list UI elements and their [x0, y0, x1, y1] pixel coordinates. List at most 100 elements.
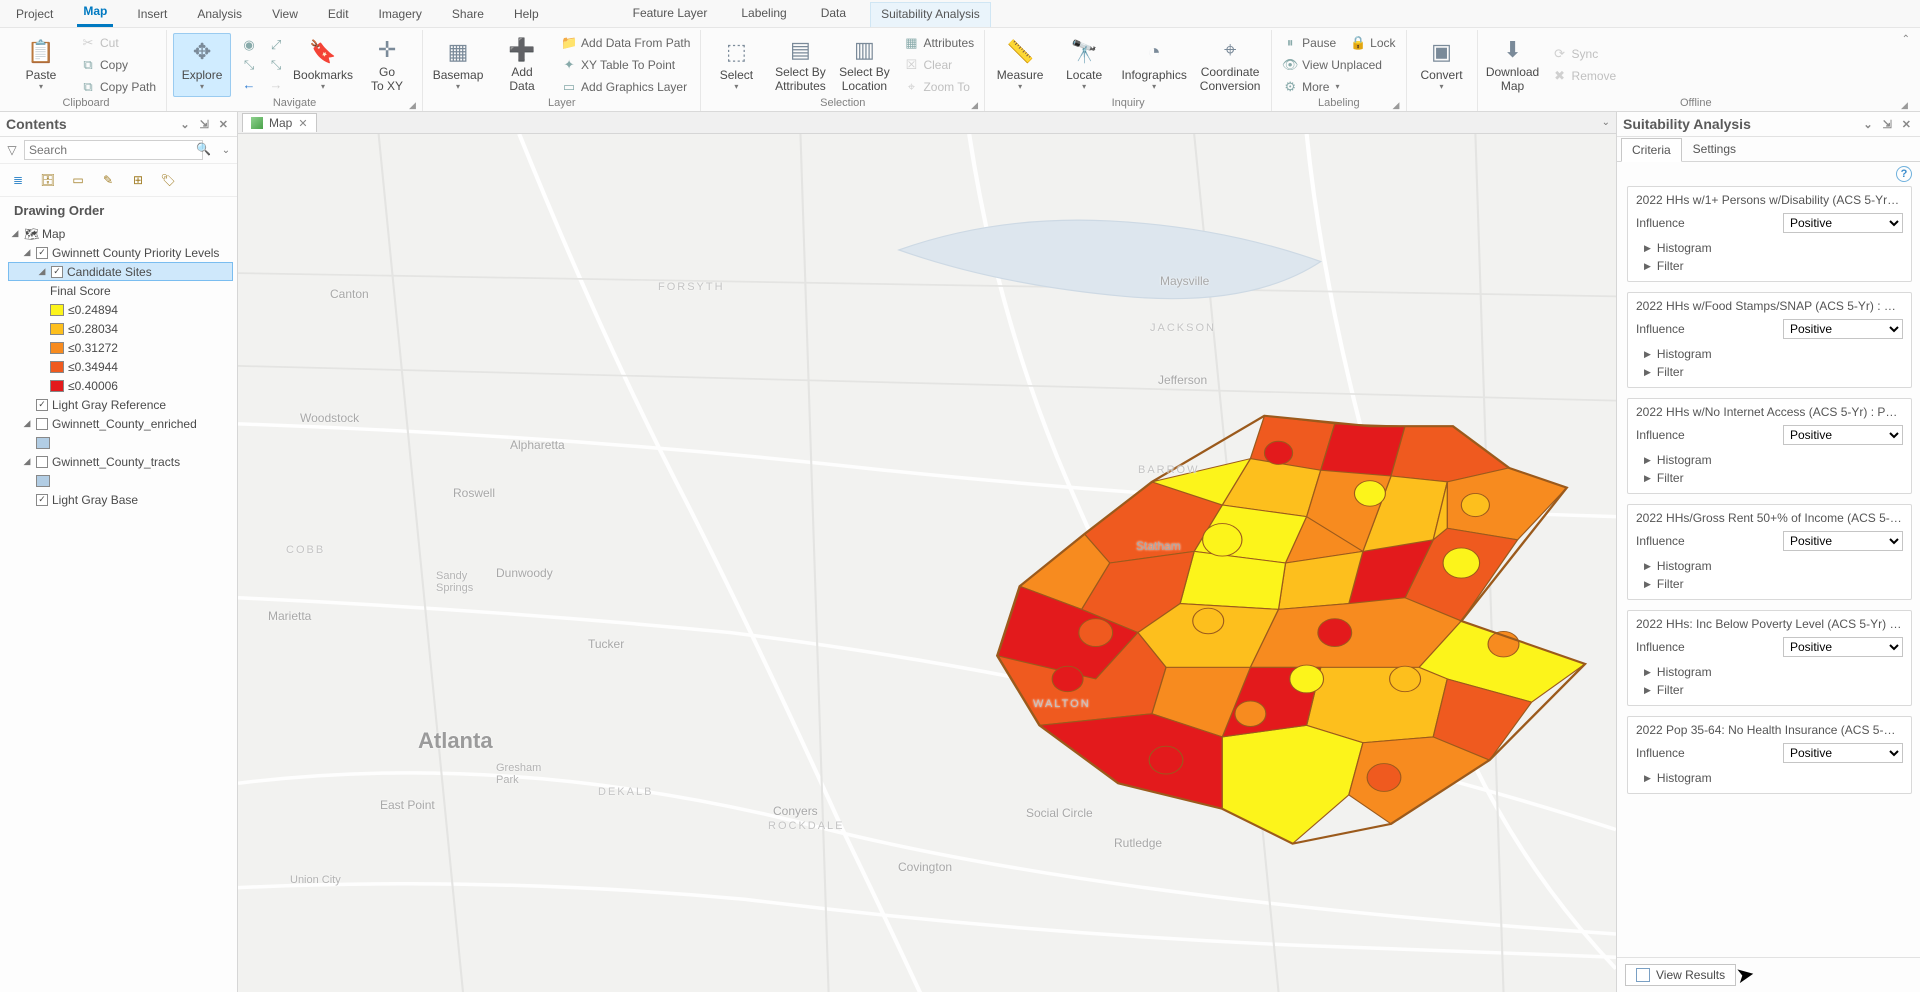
more-label-button[interactable]: ⚙More▾: [1278, 77, 1399, 97]
nav-full-extent[interactable]: ◉: [237, 35, 261, 55]
pause-label-button[interactable]: ⏸Pause: [1278, 33, 1340, 53]
suit-dropdown-icon[interactable]: ⌄: [1860, 117, 1875, 132]
help-icon[interactable]: ?: [1896, 166, 1912, 182]
search-icon[interactable]: 🔍: [196, 142, 211, 156]
tab-criteria[interactable]: Criteria: [1621, 138, 1682, 162]
nav-fixed-zoom-in[interactable]: ⤡: [237, 55, 261, 75]
sync-button[interactable]: ⟳Sync: [1548, 44, 1621, 64]
view-results-button[interactable]: View Results: [1625, 964, 1736, 986]
paste-button[interactable]: 📋 Paste ▾: [12, 33, 70, 97]
navigate-launcher-icon[interactable]: ◢: [409, 100, 419, 110]
filter-toggle[interactable]: ▶Filter: [1636, 363, 1903, 381]
tab-settings[interactable]: Settings: [1682, 137, 1747, 161]
pane-close-icon[interactable]: ✕: [216, 117, 231, 132]
selection-launcher-icon[interactable]: ◢: [971, 100, 981, 110]
infographics-button[interactable]: ◔Infographics▾: [1119, 33, 1189, 97]
map-tab[interactable]: Map ✕: [242, 113, 317, 132]
filter-toggle[interactable]: ▶Filter: [1636, 681, 1903, 699]
histogram-toggle[interactable]: ▶Histogram: [1636, 769, 1903, 787]
search-dropdown-icon[interactable]: ⌄: [219, 145, 233, 156]
menu-map[interactable]: Map: [77, 0, 113, 27]
filter-toggle[interactable]: ▶Filter: [1636, 469, 1903, 487]
menu-edit[interactable]: Edit: [322, 3, 355, 27]
coord-convert-button[interactable]: ⌖Coordinate Conversion: [1195, 33, 1265, 97]
histogram-toggle[interactable]: ▶Histogram: [1636, 239, 1903, 257]
menu-project[interactable]: Project: [10, 3, 59, 27]
menu-help[interactable]: Help: [508, 3, 545, 27]
remove-button[interactable]: ✖Remove: [1548, 66, 1621, 86]
histogram-toggle[interactable]: ▶Histogram: [1636, 345, 1903, 363]
measure-button[interactable]: 📏Measure▾: [991, 33, 1049, 97]
download-map-button[interactable]: ⬇Download Map: [1484, 33, 1542, 97]
copy-path-button[interactable]: ⧉Copy Path: [76, 77, 160, 97]
xy-table-button[interactable]: ✦XY Table To Point: [557, 55, 694, 75]
select-button[interactable]: ⬚Select▾: [707, 33, 765, 97]
pane-pin-icon[interactable]: ⇲: [197, 117, 212, 132]
lock-label-button[interactable]: 🔒Lock: [1346, 33, 1399, 53]
menu-analysis[interactable]: Analysis: [191, 3, 248, 27]
filter-toggle[interactable]: ▶Filter: [1636, 575, 1903, 593]
suit-close-icon[interactable]: ✕: [1899, 117, 1914, 132]
list-by-editing-icon[interactable]: ✎: [98, 170, 118, 190]
contents-search-input[interactable]: [24, 140, 203, 160]
explore-button[interactable]: ✥ Explore ▾: [173, 33, 231, 97]
zoom-to-button[interactable]: ⌖Zoom To: [899, 77, 978, 97]
tree-map-node[interactable]: ◢🗺Map: [8, 224, 233, 243]
influence-select[interactable]: Positive: [1783, 637, 1903, 657]
filter-icon[interactable]: ▽: [4, 143, 20, 157]
list-by-selection-icon[interactable]: ▭: [68, 170, 88, 190]
nav-zoom-out[interactable]: ⤡: [264, 55, 288, 75]
map-tab-close-icon[interactable]: ✕: [298, 117, 307, 130]
add-data-path-button[interactable]: 📁Add Data From Path: [557, 33, 694, 53]
list-by-labeling-icon[interactable]: 🏷: [158, 170, 178, 190]
checkbox-base[interactable]: ✓: [36, 494, 48, 506]
tree-tracts[interactable]: ◢Gwinnett_County_tracts: [8, 452, 233, 471]
suit-pin-icon[interactable]: ⇲: [1880, 117, 1895, 132]
checkbox-enriched[interactable]: [36, 418, 48, 430]
attributes-button[interactable]: ▦Attributes: [899, 33, 978, 53]
menu-imagery[interactable]: Imagery: [373, 3, 428, 27]
convert-button[interactable]: ▣Convert▾: [1413, 33, 1471, 97]
tree-candidate-sites[interactable]: ◢✓Candidate Sites: [8, 262, 233, 281]
checkbox-ref[interactable]: ✓: [36, 399, 48, 411]
histogram-toggle[interactable]: ▶Histogram: [1636, 557, 1903, 575]
cut-button[interactable]: ✂Cut: [76, 33, 160, 53]
locate-button[interactable]: 🔭Locate▾: [1055, 33, 1113, 97]
influence-select[interactable]: Positive: [1783, 213, 1903, 233]
pane-dropdown-icon[interactable]: ⌄: [177, 117, 192, 132]
list-by-drawing-icon[interactable]: ≣: [8, 170, 28, 190]
checkbox-tracts[interactable]: [36, 456, 48, 468]
labeling-launcher-icon[interactable]: ◢: [1393, 100, 1403, 110]
tree-ref[interactable]: ◢✓Light Gray Reference: [8, 395, 233, 414]
view-unplaced-button[interactable]: 👁View Unplaced: [1278, 55, 1399, 75]
influence-select[interactable]: Positive: [1783, 743, 1903, 763]
context-tab-suitability-analysis[interactable]: Suitability Analysis: [870, 2, 991, 27]
menu-insert[interactable]: Insert: [131, 3, 173, 27]
tree-enriched[interactable]: ◢Gwinnett_County_enriched: [8, 414, 233, 433]
map-tabs-dropdown-icon[interactable]: ⌄: [1596, 115, 1616, 130]
nav-prev-extent[interactable]: ←: [237, 75, 261, 95]
basemap-button[interactable]: ▦Basemap▾: [429, 33, 487, 97]
histogram-toggle[interactable]: ▶Histogram: [1636, 451, 1903, 469]
nav-next-extent[interactable]: →: [264, 75, 288, 95]
tree-group[interactable]: ◢✓Gwinnett County Priority Levels: [8, 243, 233, 262]
ribbon-collapse-icon[interactable]: ⌃: [1902, 34, 1910, 45]
influence-select[interactable]: Positive: [1783, 531, 1903, 551]
influence-select[interactable]: Positive: [1783, 425, 1903, 445]
nav-zoom-in[interactable]: ⤢: [264, 35, 288, 55]
bookmarks-button[interactable]: 🔖Bookmarks▾: [294, 33, 352, 97]
map-view[interactable]: Atlanta Canton FORSYTH Woodstock Alphare…: [238, 134, 1616, 992]
add-graphics-button[interactable]: ▭Add Graphics Layer: [557, 77, 694, 97]
list-by-snapping-icon[interactable]: ⊞: [128, 170, 148, 190]
copy-button[interactable]: ⧉Copy: [76, 55, 160, 75]
influence-select[interactable]: Positive: [1783, 319, 1903, 339]
list-by-source-icon[interactable]: 🗄: [38, 170, 58, 190]
menu-share[interactable]: Share: [446, 3, 490, 27]
tree-base[interactable]: ◢✓Light Gray Base: [8, 490, 233, 509]
goto-xy-button[interactable]: ✛Go To XY: [358, 33, 416, 97]
menu-view[interactable]: View: [266, 3, 304, 27]
add-data-button[interactable]: ➕Add Data: [493, 33, 551, 97]
select-by-loc-button[interactable]: ▥Select By Location: [835, 33, 893, 97]
select-by-attr-button[interactable]: ▤Select By Attributes: [771, 33, 829, 97]
context-tab-labeling[interactable]: Labeling: [731, 2, 796, 27]
